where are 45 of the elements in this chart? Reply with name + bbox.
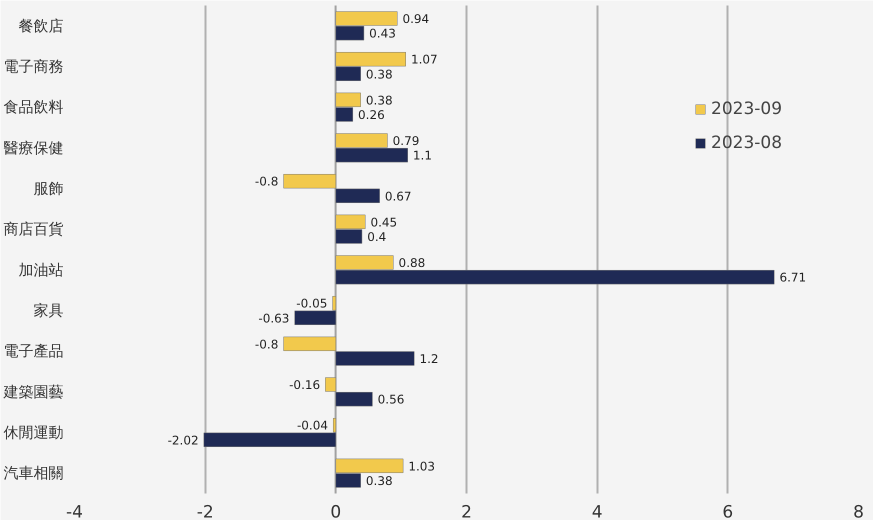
y-tick-label: 建築園藝 — [2, 382, 64, 401]
y-tick-label: 服飾 — [34, 180, 64, 198]
legend-label: 2023-09 — [711, 99, 782, 119]
data-label: 0.94 — [402, 12, 430, 26]
data-label: -0.8 — [254, 337, 278, 352]
y-tick-label: 食品飲料 — [4, 98, 64, 116]
data-label: 0.43 — [369, 26, 396, 41]
x-tick-label: 2 — [461, 502, 472, 520]
y-tick-label: 家具 — [34, 302, 64, 320]
legend-label: 2023-08 — [711, 133, 782, 153]
y-tick-label: 加油站 — [18, 260, 64, 279]
data-label: 0.26 — [358, 108, 385, 122]
data-label: 1.07 — [410, 52, 438, 67]
data-label: 0.79 — [392, 134, 420, 148]
x-tick-label: 8 — [853, 502, 864, 520]
y-tick-label: 汽車相關 — [4, 464, 64, 482]
data-label: -0.8 — [254, 174, 278, 189]
data-label: 0.67 — [384, 189, 412, 204]
data-label: -0.16 — [289, 378, 320, 392]
data-label: -0.63 — [258, 311, 290, 326]
data-label: 1.1 — [412, 148, 432, 163]
y-tick-label: 商店百貨 — [4, 220, 64, 238]
data-label: 1.03 — [408, 459, 436, 474]
x-tick-label: -4 — [66, 502, 83, 520]
x-tick-label: 6 — [722, 502, 734, 520]
data-label: 0.4 — [367, 230, 386, 244]
x-tick-label: 0 — [330, 502, 342, 520]
data-label: 0.38 — [366, 474, 393, 488]
data-label: 0.88 — [398, 256, 426, 270]
y-tick-label: 餐飲店 — [18, 16, 64, 35]
y-tick-label: 電子商務 — [4, 58, 64, 76]
data-label: 0.38 — [366, 67, 393, 82]
data-label: 0.45 — [370, 215, 398, 230]
x-tick-label: 4 — [592, 502, 603, 520]
data-label: -0.05 — [296, 296, 328, 311]
data-label: -2.02 — [168, 433, 199, 448]
y-tick-label: 休閒運動 — [4, 424, 64, 442]
y-tick-label: 電子產品 — [4, 342, 64, 360]
data-label: 0.38 — [366, 93, 393, 108]
data-label: 6.71 — [779, 270, 806, 285]
y-tick-label: 醫療保健 — [4, 138, 64, 157]
data-label: 1.2 — [419, 352, 439, 366]
data-label: -0.04 — [296, 418, 328, 433]
x-tick-label: -2 — [196, 502, 214, 520]
data-label: 0.56 — [378, 392, 404, 407]
